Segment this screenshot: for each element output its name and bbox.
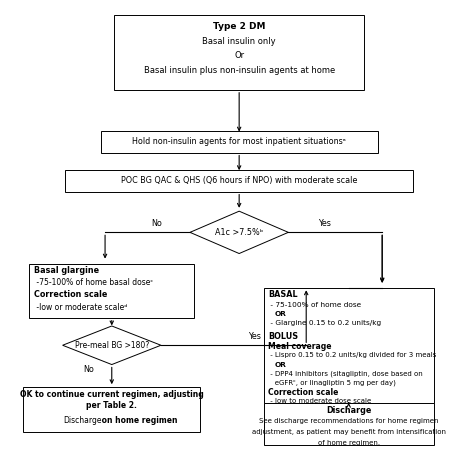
Text: Basal glargine: Basal glargine [35, 267, 100, 276]
FancyBboxPatch shape [24, 387, 200, 432]
Text: Yes: Yes [248, 332, 261, 341]
FancyBboxPatch shape [100, 130, 378, 153]
Text: of home regimen.: of home regimen. [318, 440, 380, 446]
FancyBboxPatch shape [264, 403, 434, 445]
Text: BASAL: BASAL [268, 290, 298, 299]
FancyBboxPatch shape [114, 15, 365, 90]
Text: - 75-100% of home dose: - 75-100% of home dose [268, 302, 361, 308]
Text: - Glargine 0.15 to 0.2 units/kg: - Glargine 0.15 to 0.2 units/kg [268, 320, 382, 327]
Text: Yes: Yes [318, 219, 330, 228]
Text: Correction scale: Correction scale [268, 387, 338, 397]
Text: Basal insulin plus non-insulin agents at home: Basal insulin plus non-insulin agents at… [144, 67, 335, 76]
Text: OR: OR [275, 362, 287, 367]
Text: No: No [151, 219, 162, 228]
Text: -low or moderate scaleᵈ: -low or moderate scaleᵈ [35, 303, 128, 312]
Polygon shape [63, 326, 161, 365]
Text: OK to continue current regimen, adjusting: OK to continue current regimen, adjustin… [20, 390, 204, 399]
Text: Meal coverage: Meal coverage [268, 342, 332, 351]
Text: - DPP4 inhibitors (sitagliptin, dose based on: - DPP4 inhibitors (sitagliptin, dose bas… [268, 370, 423, 377]
Text: adjustment, as patient may benefit from intensification: adjustment, as patient may benefit from … [252, 429, 446, 435]
Text: Hold non-insulin agents for most inpatient situationsᵃ: Hold non-insulin agents for most inpatie… [132, 137, 346, 146]
Text: - Lispro 0.15 to 0.2 units/kg divided for 3 meals: - Lispro 0.15 to 0.2 units/kg divided fo… [268, 352, 437, 358]
Text: Or: Or [234, 51, 244, 60]
Text: Pre-meal BG >180?: Pre-meal BG >180? [74, 341, 149, 350]
Text: per Table 2.: per Table 2. [86, 400, 137, 409]
FancyBboxPatch shape [264, 288, 434, 403]
Text: BOLUS: BOLUS [268, 332, 298, 341]
Text: Basal insulin only: Basal insulin only [202, 37, 276, 46]
Text: on home regimen: on home regimen [100, 416, 178, 425]
Text: -75-100% of home basal doseᶜ: -75-100% of home basal doseᶜ [35, 278, 154, 287]
Text: Correction scale: Correction scale [35, 290, 108, 299]
Text: OR: OR [275, 311, 287, 317]
Text: Type 2 DM: Type 2 DM [213, 22, 265, 31]
Text: See discharge recommendations for home regimen: See discharge recommendations for home r… [259, 418, 438, 425]
Text: Discharge: Discharge [64, 416, 102, 425]
Polygon shape [190, 211, 288, 254]
Text: POC BG QAC & QHS (Q6 hours if NPO) with moderate scale: POC BG QAC & QHS (Q6 hours if NPO) with … [121, 176, 357, 185]
FancyBboxPatch shape [29, 264, 194, 318]
Text: - low to moderate dose scale: - low to moderate dose scale [268, 398, 372, 404]
FancyBboxPatch shape [65, 169, 413, 192]
Text: A1c >7.5%ᵇ: A1c >7.5%ᵇ [215, 228, 263, 237]
Text: No: No [83, 365, 94, 374]
Text: Discharge: Discharge [326, 406, 371, 415]
Text: eGFRᶜ, or linagliptin 5 mg per day): eGFRᶜ, or linagliptin 5 mg per day) [268, 380, 396, 386]
